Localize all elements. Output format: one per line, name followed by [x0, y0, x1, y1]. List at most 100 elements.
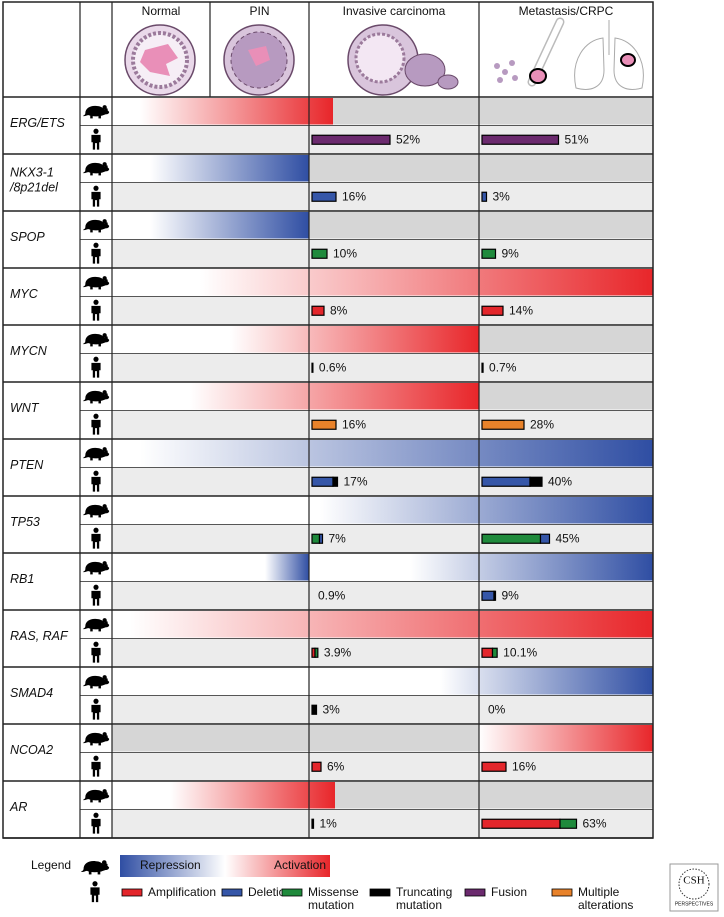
table-border — [2, 1, 654, 839]
inactive-region — [479, 383, 653, 410]
frequency-label: 14% — [509, 303, 533, 317]
alteration-bar — [481, 191, 488, 202]
human-icon — [91, 641, 101, 663]
legend-swatch — [121, 888, 143, 897]
activity-gradient — [320, 497, 653, 524]
alteration-bar — [311, 248, 328, 259]
alteration-bar — [481, 134, 560, 145]
human-row-bg — [112, 353, 653, 382]
activity-gradient — [140, 98, 333, 125]
mouse-icon — [82, 618, 110, 632]
inactive-region — [112, 725, 479, 752]
gene-name: MYC — [10, 287, 39, 301]
legend-swatch — [281, 888, 303, 897]
frequency-label: 10.1% — [503, 645, 537, 659]
activity-gradient — [230, 326, 479, 353]
legend-title: Legend — [31, 858, 71, 872]
alteration-bar — [481, 533, 542, 544]
human-icon — [91, 128, 101, 150]
legend-label: mutation — [308, 898, 354, 912]
alteration-bar — [481, 419, 525, 430]
human-row-bg — [112, 752, 653, 781]
frequency-label: 3.9% — [324, 645, 352, 659]
activity-gradient — [265, 554, 309, 581]
gene-name: SMAD4 — [10, 686, 53, 700]
legend-gradient — [120, 855, 330, 877]
activity-gradient — [130, 611, 653, 638]
inactive-region — [333, 98, 653, 125]
logo-subtext: PERSPECTIVES — [675, 901, 714, 907]
table-grid — [2, 1, 654, 839]
gene-name: WNT — [10, 401, 40, 415]
alteration-bar — [481, 476, 531, 487]
activity-gradient — [410, 554, 653, 581]
legend-label: alterations — [578, 898, 633, 912]
gene-name: AR — [9, 800, 27, 814]
legend-swatch — [551, 888, 573, 897]
gene-name: NKX3-1 — [10, 165, 54, 179]
frequency-label: 0.6% — [319, 360, 347, 374]
frequency-label: 0.9% — [318, 588, 346, 602]
frequency-label: 8% — [330, 303, 348, 317]
frequency-label: 40% — [548, 474, 572, 488]
alteration-bar — [311, 305, 325, 316]
legend-label: Fusion — [491, 885, 527, 899]
human-icon — [91, 584, 101, 606]
legend-swatch — [221, 888, 243, 897]
mouse-icon — [82, 162, 110, 176]
frequency-label: 6% — [327, 759, 345, 773]
human-icon — [91, 812, 101, 834]
legend-activation: Activation — [274, 858, 326, 872]
mouse-icon — [82, 390, 110, 404]
gene-name: NCOA2 — [10, 743, 53, 757]
column-title: PIN — [249, 4, 269, 18]
legend-swatch — [464, 888, 486, 897]
header-illustrations — [124, 17, 644, 96]
legend-label: Amplification — [148, 885, 216, 899]
alteration-bar — [311, 419, 337, 430]
human-icon — [91, 356, 101, 378]
column-title: Invasive carcinoma — [343, 4, 446, 18]
alteration-bar — [311, 761, 322, 772]
mouse-icon — [82, 504, 110, 518]
mouse-icon — [82, 333, 110, 347]
alteration-bar — [529, 476, 543, 487]
activity-gradient — [170, 782, 335, 809]
human-row-bg — [112, 467, 653, 496]
gene-name: ERG/ETS — [10, 116, 66, 130]
human-icon — [90, 881, 100, 903]
logo: CSH PERSPECTIVES — [669, 863, 719, 912]
alteration-bar — [332, 476, 339, 487]
human-icon — [91, 299, 101, 321]
alteration-bar — [314, 647, 319, 658]
alteration-bar — [311, 191, 337, 202]
human-icon — [91, 698, 101, 720]
alteration-bar — [491, 647, 498, 658]
mouse-icon — [82, 105, 110, 119]
frequency-label: 63% — [583, 816, 607, 830]
mouse-icon — [82, 789, 110, 803]
human-icon — [91, 527, 101, 549]
gene-name: TP53 — [10, 515, 40, 529]
human-row-bg — [112, 581, 653, 610]
frequency-label: 16% — [512, 759, 536, 773]
activity-gradient — [150, 212, 309, 239]
alteration-bar — [311, 818, 315, 829]
activity-gradient — [440, 668, 653, 695]
human-icon — [91, 185, 101, 207]
alteration-bar — [481, 647, 494, 658]
alteration-bar — [481, 305, 504, 316]
alteration-bar — [311, 704, 318, 715]
frequency-label: 3% — [323, 702, 341, 716]
frequency-label: 28% — [530, 417, 554, 431]
human-row-bg — [112, 524, 653, 553]
frequency-label: 3% — [493, 189, 511, 203]
human-icon — [91, 242, 101, 264]
alteration-bar — [493, 590, 497, 601]
frequency-label: 1% — [320, 816, 338, 830]
frequency-label: 16% — [342, 189, 366, 203]
mouse-icon — [82, 732, 110, 746]
alteration-bar — [481, 248, 497, 259]
frequency-label: 10% — [333, 246, 357, 260]
activity-gradient — [200, 269, 653, 296]
